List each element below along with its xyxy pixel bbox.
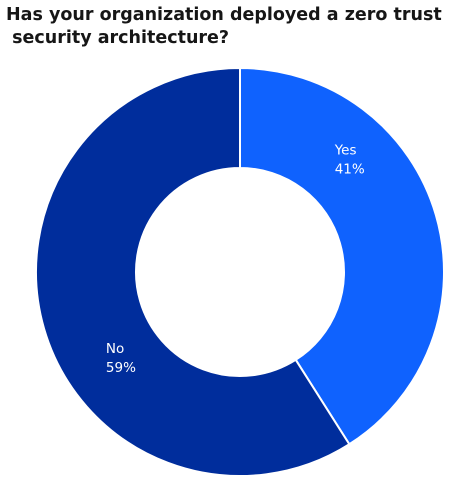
slice-no	[35, 66, 351, 477]
donut-slices	[35, 66, 445, 477]
label-value-yes: 41%	[335, 162, 365, 178]
chart-title: Has your organization deployed a zero tr…	[6, 5, 442, 48]
slice-yes	[239, 66, 445, 446]
label-category-no: No	[106, 341, 124, 357]
donut-labels: Yes 41% No 59%	[106, 143, 365, 377]
label-value-no: 59%	[106, 360, 136, 376]
label-category-yes: Yes	[334, 143, 357, 159]
